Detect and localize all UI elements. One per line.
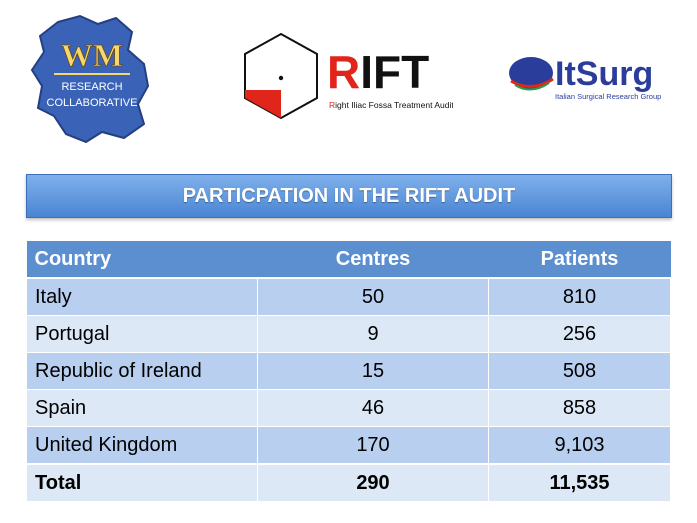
rift-subtitle: Right Iliac Fossa Treatment Audit: [329, 100, 453, 110]
participation-banner: PARTICPATION IN THE RIFT AUDIT: [26, 174, 672, 218]
centres-cell: 15: [257, 352, 489, 390]
patients-cell: 9,103: [488, 426, 671, 465]
column-header-centres: Centres: [257, 241, 489, 279]
cap-red-band: [510, 77, 554, 88]
country-cell: Spain: [26, 389, 258, 427]
patients-cell: 256: [488, 315, 671, 353]
centres-cell: 50: [257, 277, 489, 316]
wm-logo-line3: COLLABORATIVE: [47, 97, 138, 109]
participation-table: Country Centres Patients Italy 50 810 Po…: [26, 241, 671, 502]
country-cell: Republic of Ireland: [26, 352, 258, 390]
column-header-country: Country: [26, 241, 258, 279]
country-cell: United Kingdom: [26, 426, 258, 465]
total-label-cell: Total: [26, 463, 258, 502]
rift-red-wedge: [245, 90, 281, 118]
wm-logo-line2: RESEARCH: [61, 81, 122, 93]
table-row: Portugal 9 256: [26, 315, 671, 353]
rift-subtitle-rest: ight Iliac Fossa Treatment Audit: [335, 100, 453, 110]
patients-cell: 508: [488, 352, 671, 390]
country-cell: Portugal: [26, 315, 258, 353]
total-patients-cell: 11,535: [488, 463, 671, 502]
banner-title: PARTICPATION IN THE RIFT AUDIT: [182, 184, 516, 207]
table-row: Spain 46 858: [26, 389, 671, 427]
centres-cell: 9: [257, 315, 489, 353]
west-midlands-map-shape: [30, 14, 150, 144]
rift-logo: RIFT Right Iliac Fossa Treatment Audit: [244, 32, 453, 120]
table-header-row: Country Centres Patients: [26, 241, 671, 279]
patients-cell: 810: [488, 277, 671, 316]
rift-wordmark: RIFT: [327, 46, 429, 98]
column-header-patients: Patients: [488, 241, 671, 279]
itsurg-wordmark: ItSurg: [555, 55, 653, 93]
rift-dot-icon: [278, 75, 284, 81]
cap-green-band: [514, 82, 550, 91]
wm-research-collaborative-logo: WM RESEARCH COLLABORATIVE: [30, 14, 150, 144]
table-row: Republic of Ireland 15 508: [26, 352, 671, 390]
surgical-cap-icon: [509, 57, 553, 89]
wm-logo-title: WM: [61, 37, 123, 73]
table-row: United Kingdom 170 9,103: [26, 426, 671, 465]
itsurg-wordmark-surg: Surg: [576, 55, 653, 93]
centres-cell: 170: [257, 426, 489, 465]
centres-cell: 46: [257, 389, 489, 427]
rift-wordmark-r: R: [327, 46, 360, 98]
patients-cell: 858: [488, 389, 671, 427]
total-centres-cell: 290: [257, 463, 489, 502]
rift-wordmark-ift: IFT: [360, 46, 429, 98]
rift-subtitle-initial: R: [329, 100, 335, 110]
table-row: Italy 50 810: [26, 277, 671, 316]
itsurg-logo: ItSurg Italian Surgical Research Group: [509, 55, 661, 101]
itsurg-wordmark-it: It: [555, 55, 576, 93]
total-row: Total 290 11,535: [26, 463, 671, 502]
itsurg-subtitle: Italian Surgical Research Group: [555, 92, 661, 101]
country-cell: Italy: [26, 277, 258, 316]
